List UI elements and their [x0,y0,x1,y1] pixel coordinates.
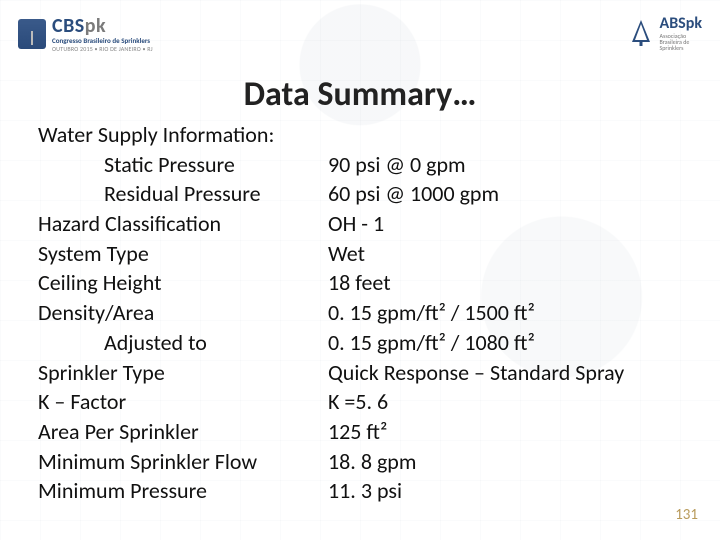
row-label: K – Factor [38,387,328,417]
table-row: Density/Area0. 15 gpm/ft² / 1500 ft² [38,298,682,328]
row-label: Minimum Sprinkler Flow [38,447,328,477]
sprinkler-icon [18,19,46,49]
row-value: 60 psi @ 1000 gpm [328,179,682,209]
table-row: Adjusted to0. 15 gpm/ft² / 1080 ft² [38,328,682,358]
row-label: Water Supply Information: [38,120,328,150]
logo-cbspk: CBSpk Congresso Brasileiro de Sprinklers… [18,14,153,53]
content-table: Water Supply Information:Static Pressure… [38,120,682,506]
row-label: Sprinkler Type [38,358,328,388]
row-value: Quick Response – Standard Spray [328,358,682,388]
row-label: Minimum Pressure [38,476,328,506]
row-value: 11. 3 psi [328,476,682,506]
table-row: Minimum Sprinkler Flow18. 8 gpm [38,447,682,477]
logo-abspk-text: ABSpk Associação Brasileira de Sprinkler… [660,14,703,51]
row-value: 18 feet [328,268,682,298]
logo-cbspk-main: CBSpk [52,14,153,38]
row-label: Static Pressure [38,150,328,180]
row-value: 0. 15 gpm/ft² / 1500 ft² [328,298,682,328]
logo-cbspk-text: CBSpk Congresso Brasileiro de Sprinklers… [52,14,153,53]
row-label: Residual Pressure [38,179,328,209]
logo-abspk-main: ABSpk [660,14,703,33]
logo-cbspk-gray: pk [85,14,106,38]
table-row: Water Supply Information: [38,120,682,150]
row-label: Adjusted to [38,328,328,358]
table-row: Hazard ClassificationOH - 1 [38,209,682,239]
slide-title: Data Summary… [0,74,720,115]
row-value: 90 psi @ 0 gpm [328,150,682,180]
row-value [328,120,682,150]
row-label: Density/Area [38,298,328,328]
row-value: Wet [328,239,682,269]
row-label: Hazard Classification [38,209,328,239]
row-value: 125 ft² [328,417,682,447]
row-value: K =5. 6 [328,387,682,417]
table-row: Sprinkler TypeQuick Response – Standard … [38,358,682,388]
logo-cbspk-sub2: OUTUBRO 2015 • RIO DE JANEIRO • RJ [52,45,153,53]
table-row: Area Per Sprinkler125 ft² [38,417,682,447]
logo-cbspk-blue: CBS [52,14,85,38]
logo-abspk: ABSpk Associação Brasileira de Sprinkler… [628,14,703,51]
table-row: Static Pressure90 psi @ 0 gpm [38,150,682,180]
page-number: 131 [675,506,698,524]
header: CBSpk Congresso Brasileiro de Sprinklers… [18,14,702,53]
table-row: Minimum Pressure11. 3 psi [38,476,682,506]
row-value: 0. 15 gpm/ft² / 1080 ft² [328,328,682,358]
table-row: Residual Pressure60 psi @ 1000 gpm [38,179,682,209]
logo-cbspk-sub: Congresso Brasileiro de Sprinklers [52,36,153,45]
table-row: Ceiling Height18 feet [38,268,682,298]
logo-abspk-sub3: Sprinklers [660,45,703,51]
row-label: System Type [38,239,328,269]
row-value: 18. 8 gpm [328,447,682,477]
table-row: System TypeWet [38,239,682,269]
abspk-icon [628,18,654,48]
table-row: K – FactorK =5. 6 [38,387,682,417]
row-label: Ceiling Height [38,268,328,298]
row-value: OH - 1 [328,209,682,239]
row-label: Area Per Sprinkler [38,417,328,447]
